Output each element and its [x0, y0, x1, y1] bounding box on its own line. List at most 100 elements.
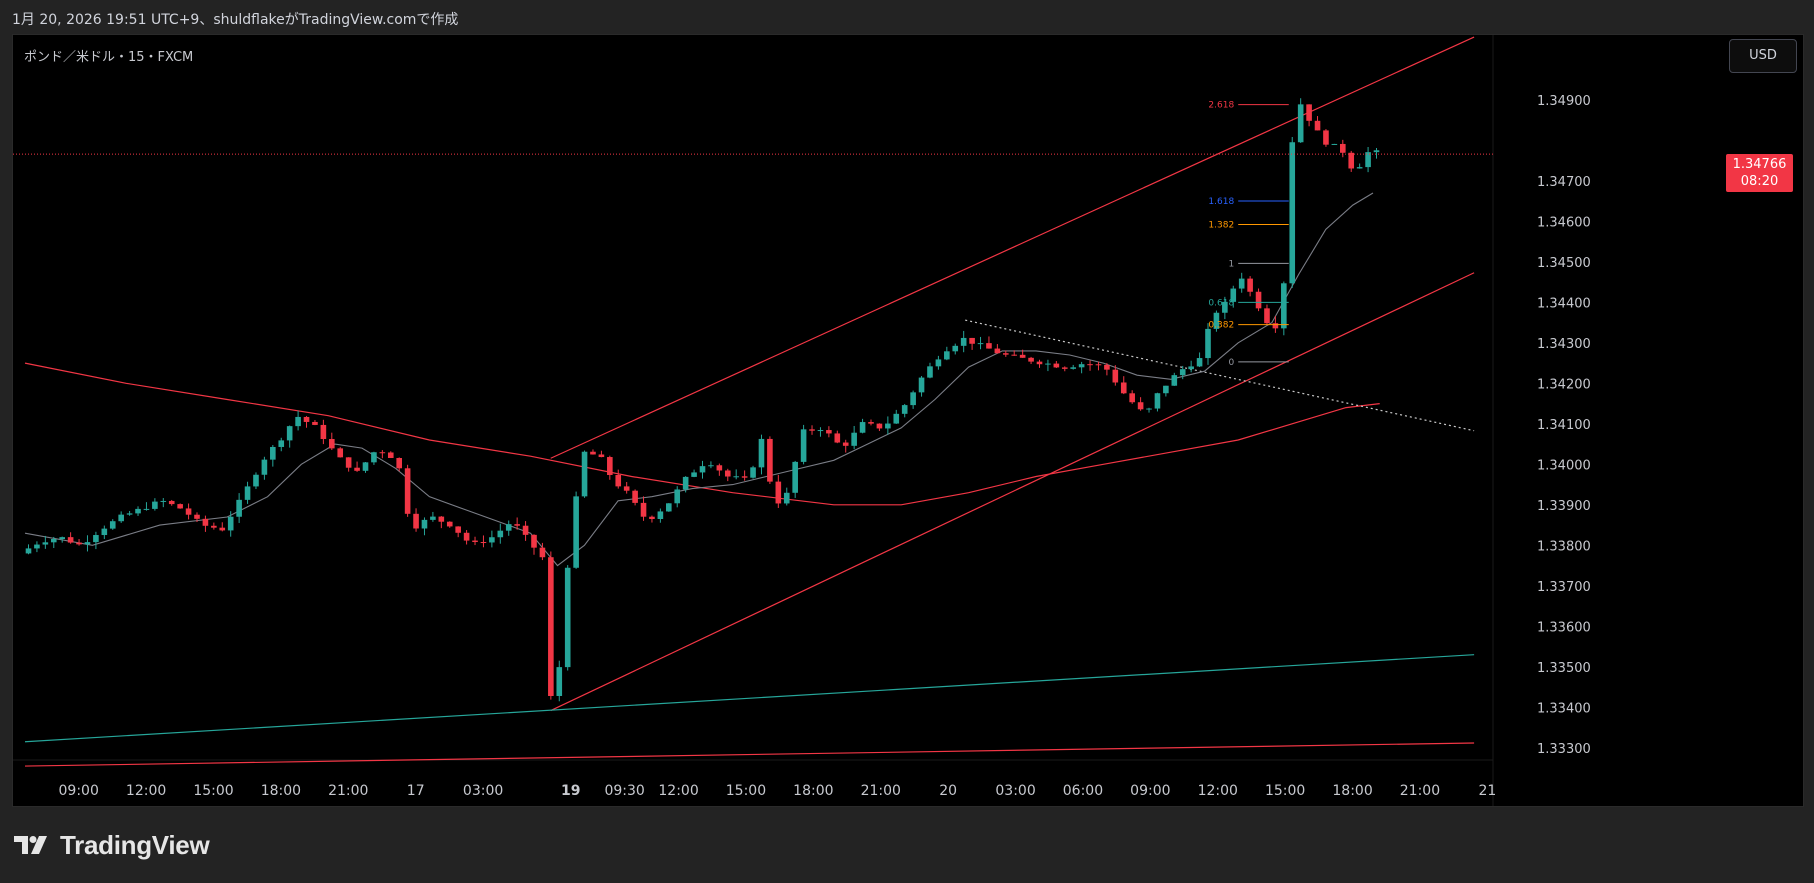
- candle-body: [1019, 354, 1026, 358]
- candle-body: [1247, 278, 1253, 292]
- candle-body: [354, 467, 360, 471]
- candle-body: [126, 513, 133, 515]
- candle-body: [969, 337, 975, 344]
- candle-body: [556, 667, 563, 697]
- candle-body: [1129, 393, 1135, 403]
- candle-body: [286, 426, 293, 441]
- chart-area[interactable]: 2.618 1.618 1.382 1 0.618 0.382 0 1.34900 1.3470…: [12, 34, 1804, 807]
- candle-body: [430, 516, 436, 520]
- candle-body: [135, 508, 141, 514]
- time-axis-label: 18:00: [793, 783, 833, 799]
- candle-body: [303, 416, 310, 422]
- price-chart[interactable]: 2.618 1.618 1.382 1 0.618 0.382 0 1.34900 1.3470…: [13, 35, 1803, 806]
- support-long-line: [24, 654, 1475, 743]
- candle-body: [960, 337, 967, 346]
- candle-body: [986, 343, 992, 349]
- candle-body: [733, 476, 739, 478]
- candle-body: [1365, 152, 1371, 168]
- candle-body: [834, 433, 841, 443]
- candle-body: [918, 377, 925, 393]
- floor-line-line: [24, 742, 1475, 767]
- footer: TradingView: [14, 828, 210, 862]
- candle-body: [539, 547, 546, 558]
- price-axis-label: 1.34300: [1537, 337, 1591, 352]
- candle-body: [607, 457, 613, 475]
- candle-body: [387, 452, 394, 458]
- bar-countdown: 08:20: [1740, 174, 1779, 189]
- candle-body: [1331, 143, 1338, 145]
- candle-body: [67, 537, 74, 543]
- price-axis-label: 1.34200: [1537, 377, 1591, 392]
- fib-level-label: 1.618: [1208, 197, 1234, 207]
- candle-body: [1264, 308, 1270, 324]
- candle-body: [767, 438, 773, 482]
- candle-body: [1095, 364, 1102, 366]
- candle-body: [270, 446, 276, 460]
- fib-level-label: 2.618: [1208, 101, 1234, 111]
- candle-body: [1323, 130, 1329, 145]
- candle-body: [851, 432, 857, 446]
- candle-body: [93, 535, 99, 543]
- channel-lower-line: [550, 272, 1475, 712]
- candle-body: [944, 351, 950, 360]
- candle-body: [472, 540, 478, 543]
- candle-body: [1154, 393, 1161, 409]
- candle-body: [1070, 367, 1076, 369]
- candle-body: [615, 474, 622, 487]
- fib-level-label: 1.382: [1208, 221, 1234, 231]
- fib-level-label: 0.618: [1208, 298, 1234, 308]
- candle-body: [455, 526, 461, 533]
- candle-body: [741, 476, 748, 478]
- candle-body: [1373, 150, 1380, 153]
- price-axis-label: 1.33900: [1537, 499, 1591, 514]
- price-axis-label: 1.34900: [1537, 94, 1591, 109]
- candle-body: [1120, 382, 1127, 394]
- price-axis-label: 1.33800: [1537, 539, 1591, 554]
- candle-body: [1205, 328, 1211, 359]
- candle-body: [1188, 366, 1194, 370]
- price-axis-label: 1.34100: [1537, 418, 1591, 433]
- candle-body: [910, 392, 916, 406]
- fib-level-label: 1: [1228, 259, 1234, 269]
- candle-body: [708, 465, 714, 467]
- time-axis-label: 03:00: [995, 783, 1035, 799]
- time-axis-label: 18:00: [1332, 783, 1372, 799]
- candle-body: [1230, 288, 1237, 302]
- trendline-dotted-line: [965, 319, 1475, 432]
- time-axis-label: 19: [561, 783, 580, 799]
- candle-body: [691, 472, 697, 477]
- candle-body: [1104, 364, 1110, 370]
- candle-body: [682, 476, 689, 490]
- candle-body: [76, 542, 82, 545]
- candle-body: [438, 516, 445, 522]
- price-axis-label: 1.34500: [1537, 256, 1591, 271]
- candle-body: [590, 451, 596, 455]
- candle-body: [885, 423, 891, 429]
- currency-button[interactable]: USD: [1729, 39, 1797, 73]
- brand-name[interactable]: TradingView: [60, 829, 210, 860]
- symbol-label[interactable]: ポンド／米ドル・15・FXCM: [24, 50, 194, 65]
- candle-body: [1087, 364, 1093, 366]
- candle-body: [1045, 363, 1051, 365]
- candle-body: [202, 518, 209, 526]
- candle-body: [497, 530, 504, 538]
- tradingview-logo-icon[interactable]: [14, 834, 52, 856]
- candle-body: [1053, 363, 1060, 368]
- candle-body: [160, 500, 167, 502]
- candle-body: [783, 492, 790, 504]
- candle-body: [362, 462, 369, 471]
- candle-body: [674, 489, 681, 504]
- candle-body: [775, 481, 782, 504]
- current-price-tag: 1.34766 08:20: [1726, 154, 1793, 192]
- candle-body: [1196, 358, 1203, 367]
- long-moving-average-line: [24, 362, 1380, 506]
- candle-body: [859, 422, 866, 433]
- time-axis-label: 21:00: [861, 783, 901, 799]
- fib-level-label: 0: [1228, 358, 1234, 368]
- candle-body: [531, 534, 537, 548]
- candle-body: [25, 548, 32, 554]
- candle-body: [1078, 364, 1085, 368]
- time-axis-label: 20: [939, 783, 957, 799]
- candle-body: [826, 430, 832, 434]
- candle-body: [211, 525, 217, 528]
